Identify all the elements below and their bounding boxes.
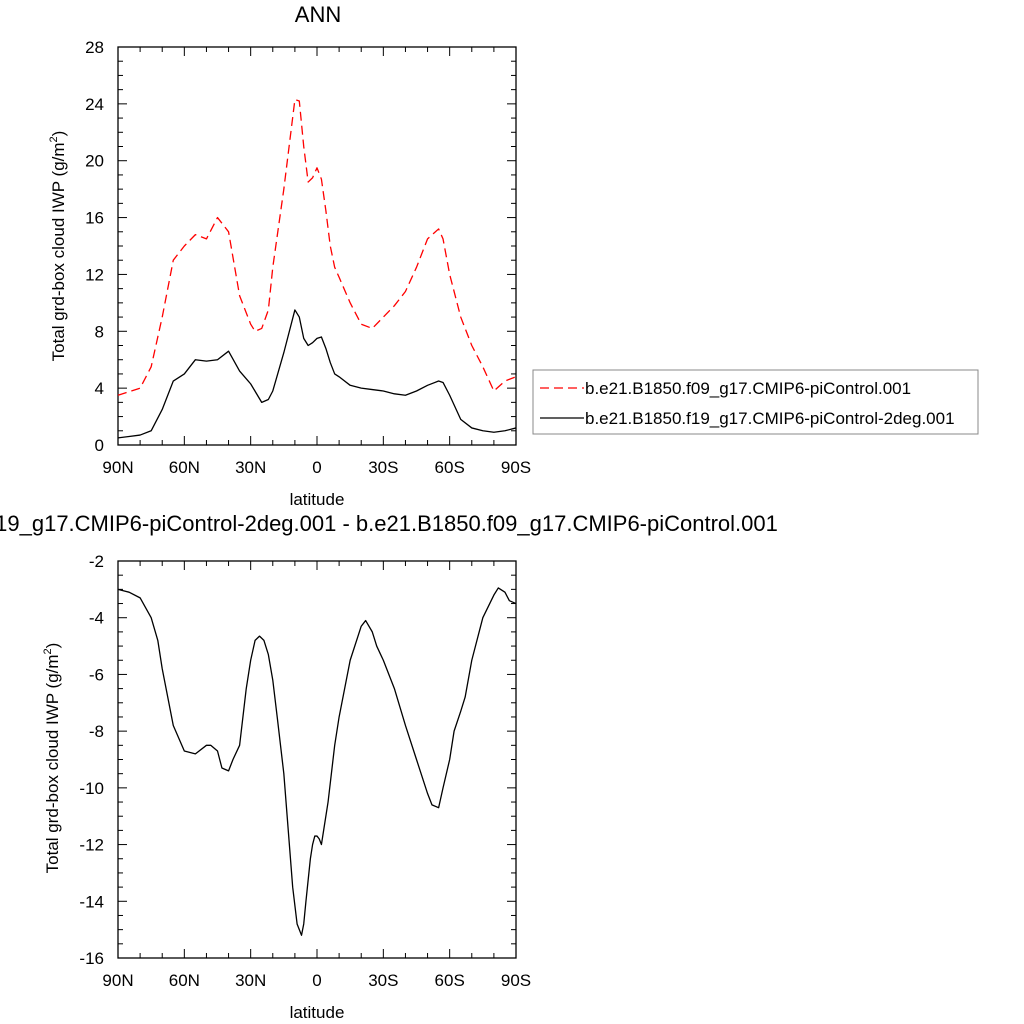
x-tick-label: 90S (501, 458, 531, 477)
y-tick-label: -4 (89, 609, 104, 628)
x-tick-label: 0 (312, 971, 321, 990)
y-tick-label: -2 (89, 552, 104, 571)
bottom-chart-ticks: 90N 60N 30N 0 30S 60S 90S -16 -14 -12 -10 -8 -6 -4 -2 (79, 552, 531, 990)
y-tick-label: -12 (79, 836, 104, 855)
x-tick-label: 90N (102, 458, 133, 477)
top-chart-y-axis-label: Total grd-box cloud IWP (g/m2) (48, 131, 68, 362)
top-chart-x-axis-label: latitude (290, 490, 345, 509)
y-tick-label: 28 (85, 38, 104, 57)
y-tick-label: 24 (85, 95, 104, 114)
top-chart-ticks: 90N 60N 30N 0 30S 60S 90S 0 4 8 12 16 20 24 28 (85, 38, 531, 477)
y-tick-label: 0 (95, 436, 104, 455)
x-tick-label: 60N (169, 458, 200, 477)
bottom-chart-x-axis-label: latitude (290, 1003, 345, 1022)
x-tick-label: 60S (435, 458, 465, 477)
x-tick-label: 30S (368, 458, 398, 477)
legend-label-f19: b.e21.B1850.f19_g17.CMIP6-piControl-2deg… (585, 409, 955, 428)
y-tick-label: -8 (89, 722, 104, 741)
y-tick-label: 16 (85, 209, 104, 228)
series-line-f09 (117, 98, 517, 396)
x-tick-label: 60N (169, 971, 200, 990)
series-line-f19 (117, 309, 517, 439)
bottom-chart-y-axis-label: Total grd-box cloud IWP (g/m2) (42, 643, 62, 874)
y-tick-label: 4 (95, 379, 104, 398)
top-chart: ANN 90N 60N 30N 0 30S 60S 90S 0 4 8 12 16 20 24 28 lat… (48, 2, 979, 509)
x-tick-label: 30N (235, 971, 266, 990)
bottom-chart-title: b.e21.B1850.f19_g17.CMIP6-piControl-2deg… (0, 511, 778, 536)
top-chart-title: ANN (295, 2, 341, 27)
y-tick-label: 8 (95, 322, 104, 341)
series-line-difference (117, 587, 517, 936)
legend-box (532, 369, 979, 435)
legend: b.e21.B1850.f09_g17.CMIP6-piControl.001 … (532, 369, 979, 435)
y-tick-label: -14 (79, 892, 104, 911)
legend-label-f09: b.e21.B1850.f09_g17.CMIP6-piControl.001 (585, 379, 911, 398)
x-tick-label: 60S (435, 971, 465, 990)
y-tick-label: 20 (85, 152, 104, 171)
y-tick-label: -6 (89, 665, 104, 684)
bottom-chart-plot-frame (117, 560, 517, 959)
x-tick-label: 90N (102, 971, 133, 990)
bottom-chart: b.e21.B1850.f19_g17.CMIP6-piControl-2deg… (0, 511, 778, 1022)
y-tick-label: -16 (79, 949, 104, 968)
x-tick-label: 30S (368, 971, 398, 990)
top-chart-plot-frame (117, 46, 517, 446)
y-tick-label: -10 (79, 779, 104, 798)
y-tick-label: 12 (85, 265, 104, 284)
x-tick-label: 90S (501, 971, 531, 990)
x-tick-label: 0 (312, 458, 321, 477)
x-tick-label: 30N (235, 458, 266, 477)
